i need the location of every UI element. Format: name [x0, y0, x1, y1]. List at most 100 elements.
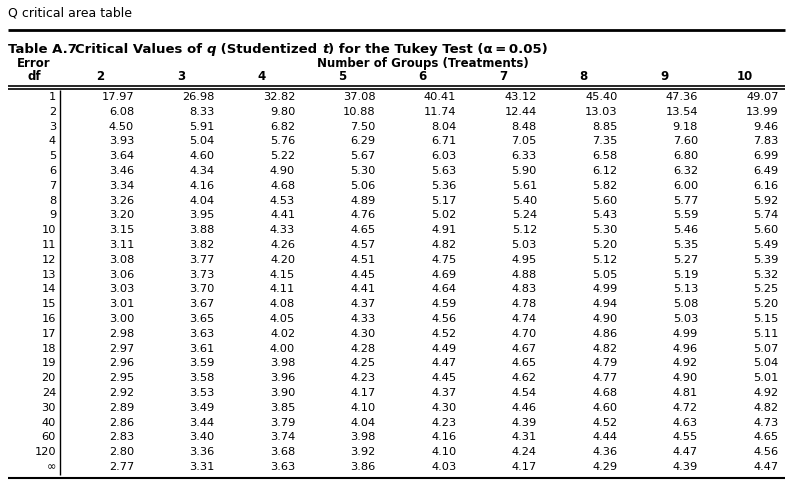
Text: 4.44: 4.44	[592, 432, 618, 443]
Text: 4.49: 4.49	[431, 344, 456, 354]
Text: 5.67: 5.67	[351, 151, 376, 161]
Text: 9: 9	[48, 210, 56, 220]
Text: 8: 8	[48, 196, 56, 206]
Text: 3.95: 3.95	[190, 210, 215, 220]
Text: 3.79: 3.79	[270, 418, 295, 427]
Text: 4.51: 4.51	[351, 255, 376, 265]
Text: 8.33: 8.33	[190, 107, 215, 117]
Text: 10: 10	[737, 70, 753, 83]
Text: 5.05: 5.05	[592, 270, 618, 280]
Text: 5.35: 5.35	[672, 240, 698, 250]
Text: Table A.7: Table A.7	[8, 43, 77, 56]
Text: 2: 2	[49, 107, 56, 117]
Text: 5.30: 5.30	[592, 225, 618, 235]
Text: 5.12: 5.12	[511, 225, 537, 235]
Text: 3.64: 3.64	[109, 151, 134, 161]
Text: 4.55: 4.55	[672, 432, 698, 443]
Text: 7.05: 7.05	[511, 137, 537, 146]
Text: 4.67: 4.67	[511, 344, 537, 354]
Text: 5.76: 5.76	[270, 137, 295, 146]
Text: ∞: ∞	[47, 462, 56, 472]
Text: 40.41: 40.41	[424, 92, 456, 102]
Text: 4.81: 4.81	[672, 388, 698, 398]
Text: 4.17: 4.17	[511, 462, 537, 472]
Text: 5.04: 5.04	[753, 358, 779, 368]
Text: 5.74: 5.74	[753, 210, 779, 220]
Text: 4.63: 4.63	[673, 418, 698, 427]
Text: 9.18: 9.18	[672, 121, 698, 132]
Text: 4.52: 4.52	[592, 418, 618, 427]
Text: Number of Groups (Treatments): Number of Groups (Treatments)	[316, 57, 528, 70]
Text: 4.74: 4.74	[511, 314, 537, 324]
Text: 4.16: 4.16	[190, 181, 215, 191]
Text: 24: 24	[42, 388, 56, 398]
Text: 3.11: 3.11	[109, 240, 134, 250]
Text: 4.04: 4.04	[190, 196, 215, 206]
Text: 3.49: 3.49	[190, 403, 215, 413]
Text: 4.56: 4.56	[431, 314, 456, 324]
Text: 4.03: 4.03	[431, 462, 456, 472]
Text: 26.98: 26.98	[182, 92, 215, 102]
Text: 4.39: 4.39	[511, 418, 537, 427]
Text: 6.80: 6.80	[672, 151, 698, 161]
Text: 5.22: 5.22	[270, 151, 295, 161]
Text: 4.90: 4.90	[672, 373, 698, 383]
Text: 3.44: 3.44	[190, 418, 215, 427]
Text: 5.04: 5.04	[190, 137, 215, 146]
Text: 4.45: 4.45	[431, 373, 456, 383]
Text: 4.54: 4.54	[511, 388, 537, 398]
Text: (Studentized: (Studentized	[216, 43, 322, 56]
Text: Error: Error	[17, 57, 51, 70]
Text: 6.12: 6.12	[592, 166, 618, 176]
Text: 8.04: 8.04	[431, 121, 456, 132]
Text: 5.61: 5.61	[511, 181, 537, 191]
Text: 13: 13	[41, 270, 56, 280]
Text: 4.78: 4.78	[511, 299, 537, 309]
Text: 3.65: 3.65	[190, 314, 215, 324]
Text: 10: 10	[41, 225, 56, 235]
Text: 43.12: 43.12	[504, 92, 537, 102]
Text: 3.70: 3.70	[190, 284, 215, 294]
Text: 4.29: 4.29	[592, 462, 618, 472]
Text: 3.88: 3.88	[190, 225, 215, 235]
Text: 4.52: 4.52	[431, 329, 456, 339]
Text: 30: 30	[41, 403, 56, 413]
Text: 4.82: 4.82	[431, 240, 456, 250]
Text: 7: 7	[48, 181, 56, 191]
Text: 3.06: 3.06	[109, 270, 134, 280]
Text: 4.53: 4.53	[270, 196, 295, 206]
Text: 7.35: 7.35	[592, 137, 618, 146]
Text: 4.41: 4.41	[351, 284, 376, 294]
Text: 4.75: 4.75	[431, 255, 456, 265]
Text: 120: 120	[34, 447, 56, 457]
Text: 5.60: 5.60	[592, 196, 618, 206]
Text: 4.24: 4.24	[512, 447, 537, 457]
Text: 15: 15	[41, 299, 56, 309]
Text: 6.99: 6.99	[753, 151, 779, 161]
Text: 10.88: 10.88	[343, 107, 376, 117]
Text: 6.00: 6.00	[672, 181, 698, 191]
Text: 4.45: 4.45	[351, 270, 376, 280]
Text: 3.00: 3.00	[109, 314, 134, 324]
Text: 4.76: 4.76	[351, 210, 376, 220]
Text: 4: 4	[257, 70, 266, 83]
Text: 4.17: 4.17	[351, 388, 376, 398]
Text: 4.56: 4.56	[753, 447, 779, 457]
Text: 11.74: 11.74	[423, 107, 456, 117]
Text: 4.59: 4.59	[431, 299, 456, 309]
Text: 4.72: 4.72	[673, 403, 698, 413]
Text: 17: 17	[41, 329, 56, 339]
Text: 5.07: 5.07	[753, 344, 779, 354]
Text: 4.73: 4.73	[753, 418, 779, 427]
Text: 11: 11	[41, 240, 56, 250]
Text: 3.67: 3.67	[190, 299, 215, 309]
Text: 5.27: 5.27	[672, 255, 698, 265]
Text: 2.80: 2.80	[109, 447, 134, 457]
Text: 3.61: 3.61	[190, 344, 215, 354]
Text: 4.08: 4.08	[270, 299, 295, 309]
Text: 4.60: 4.60	[592, 403, 618, 413]
Text: 3.68: 3.68	[270, 447, 295, 457]
Text: 3.34: 3.34	[109, 181, 134, 191]
Text: 4.20: 4.20	[270, 255, 295, 265]
Text: 5.30: 5.30	[351, 166, 376, 176]
